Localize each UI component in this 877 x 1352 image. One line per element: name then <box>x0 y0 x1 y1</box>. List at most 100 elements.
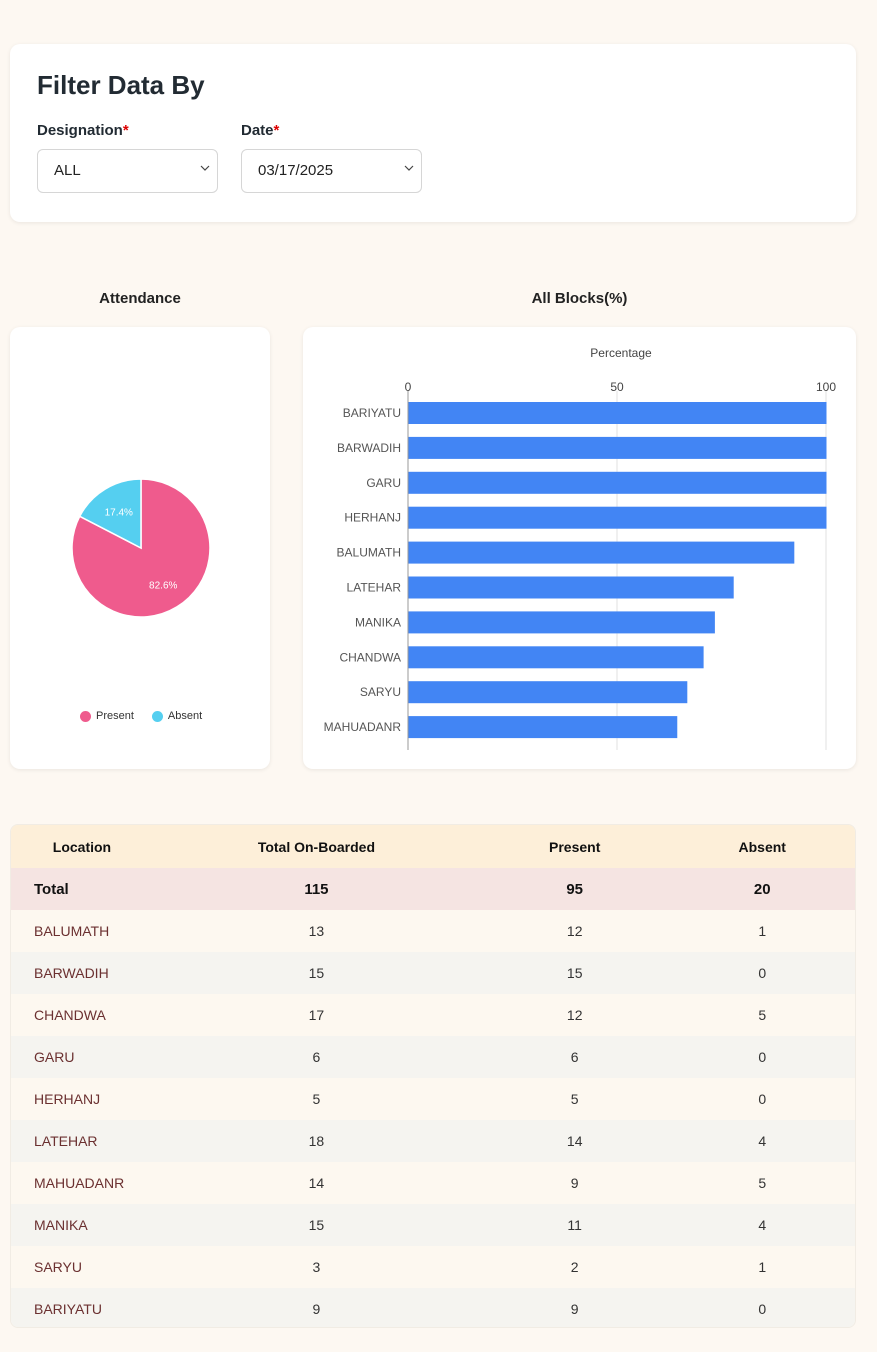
x-tick-label: 50 <box>610 380 624 394</box>
table-row: CHANDWA 17 12 5 <box>11 994 855 1036</box>
bar[interactable] <box>408 506 827 529</box>
attendance-title: Attendance <box>99 290 181 307</box>
y-tick-label: SARYU <box>360 685 401 699</box>
table-row: BARIYATU 9 9 0 <box>11 1288 855 1327</box>
onboarded-cell: 6 <box>152 1036 480 1078</box>
onboarded-cell: 15 <box>152 952 480 994</box>
onboarded-cell: 15 <box>152 1204 480 1246</box>
date-label-text: Date <box>241 122 274 139</box>
x-axis-title: Percentage <box>590 346 652 360</box>
attendance-pie-chart: 82.6% 17.4% <box>71 478 211 618</box>
x-tick-label: 0 <box>405 380 412 394</box>
bar[interactable] <box>408 541 795 564</box>
total-onboarded: 115 <box>152 868 480 910</box>
absent-cell: 1 <box>669 910 855 952</box>
legend-present-label: Present <box>96 710 134 722</box>
date-value: 03/17/2025 <box>258 162 334 179</box>
filter-title: Filter Data By <box>37 70 205 100</box>
absent-cell: 5 <box>669 1162 855 1204</box>
onboarded-cell: 14 <box>152 1162 480 1204</box>
bar[interactable] <box>408 436 827 459</box>
designation-label: Designation* <box>37 122 129 139</box>
header-absent: Absent <box>669 825 855 868</box>
present-cell: 12 <box>479 910 670 952</box>
total-label: Total <box>11 868 153 910</box>
absent-cell: 0 <box>669 1288 855 1327</box>
y-tick-label: CHANDWA <box>339 650 401 664</box>
table-row: LATEHAR 18 14 4 <box>11 1120 855 1162</box>
legend-present-swatch <box>80 710 91 722</box>
present-cell: 2 <box>479 1246 670 1288</box>
attendance-table: Location Total On-Boarded Present Absent… <box>10 824 856 1328</box>
bar[interactable] <box>408 576 734 599</box>
blocks-bar-chart: Percentage 0 50 100 BARIYATU BARWADIH GARU HERH… <box>324 346 836 750</box>
table-row: SARYU 3 2 1 <box>11 1246 855 1288</box>
onboarded-cell: 17 <box>152 994 480 1036</box>
header-present: Present <box>479 825 670 868</box>
table-row: GARU 6 6 0 <box>11 1036 855 1078</box>
chevron-down-icon <box>404 165 414 171</box>
bar[interactable] <box>408 611 715 634</box>
location-cell: SARYU <box>11 1246 153 1288</box>
total-absent: 20 <box>669 868 855 910</box>
pie-slice-label: 82.6% <box>149 581 177 592</box>
blocks-bar-card: Percentage 0 50 100 BARIYATU BARWADIH GARU HERH… <box>303 327 856 769</box>
designation-label-text: Designation <box>37 122 123 139</box>
header-total-onboarded: Total On-Boarded <box>152 825 480 868</box>
present-cell: 11 <box>479 1204 670 1246</box>
location-cell: GARU <box>11 1036 153 1078</box>
x-tick-label: 100 <box>816 380 836 394</box>
pie-slice-absent[interactable] <box>78 478 142 550</box>
onboarded-cell: 5 <box>152 1078 480 1120</box>
onboarded-cell: 3 <box>152 1246 480 1288</box>
header-location: Location <box>11 825 153 868</box>
y-tick-label: BARIYATU <box>343 406 401 420</box>
bar[interactable] <box>408 471 827 494</box>
absent-cell: 4 <box>669 1120 855 1162</box>
absent-cell: 0 <box>669 952 855 994</box>
y-tick-label: MANIKA <box>355 615 401 629</box>
absent-cell: 4 <box>669 1204 855 1246</box>
pie-legend: Present Absent <box>80 710 202 722</box>
required-mark: * <box>273 122 280 139</box>
location-cell: MAHUADANR <box>11 1162 153 1204</box>
absent-cell: 0 <box>669 1078 855 1120</box>
legend-absent-swatch <box>151 710 163 722</box>
attendance-pie-card: 82.6% 17.4% Present Absent <box>10 327 270 769</box>
chevron-down-icon <box>200 165 210 171</box>
absent-cell: 1 <box>669 1246 855 1288</box>
location-cell: CHANDWA <box>11 994 153 1036</box>
date-select[interactable]: 03/17/2025 <box>241 149 422 193</box>
designation-select[interactable]: ALL <box>37 149 218 193</box>
location-cell: MANIKA <box>11 1204 153 1246</box>
table-row: BALUMATH 13 12 1 <box>11 910 855 952</box>
present-cell: 15 <box>479 952 670 994</box>
y-tick-label: MAHUADANR <box>324 720 402 734</box>
absent-cell: 5 <box>669 994 855 1036</box>
filter-card: Filter Data By Designation* ALL Date* 03… <box>10 44 856 222</box>
location-cell: BALUMATH <box>11 910 153 952</box>
table-row: MAHUADANR 14 9 5 <box>11 1162 855 1204</box>
location-cell: BARWADIH <box>11 952 153 994</box>
bar[interactable] <box>408 716 678 739</box>
table-total-row: Total 115 95 20 <box>11 868 855 910</box>
absent-cell: 0 <box>669 1036 855 1078</box>
present-cell: 6 <box>479 1036 670 1078</box>
location-cell: BARIYATU <box>11 1288 153 1327</box>
bar[interactable] <box>408 646 704 669</box>
table-header-row: Location Total On-Boarded Present Absent <box>11 825 855 868</box>
table-row: MANIKA 15 11 4 <box>11 1204 855 1246</box>
bar[interactable] <box>408 402 827 424</box>
designation-value: ALL <box>54 162 81 179</box>
present-cell: 14 <box>479 1120 670 1162</box>
table-row: HERHANJ 5 5 0 <box>11 1078 855 1120</box>
y-tick-label: HERHANJ <box>344 511 401 525</box>
bar[interactable] <box>408 681 688 704</box>
all-blocks-title: All Blocks(%) <box>531 290 628 307</box>
y-tick-label: BARWADIH <box>337 441 401 455</box>
legend-absent-label: Absent <box>167 710 203 722</box>
pie-slice-present[interactable] <box>71 478 211 618</box>
onboarded-cell: 18 <box>152 1120 480 1162</box>
location-cell: LATEHAR <box>11 1120 153 1162</box>
y-tick-label: LATEHAR <box>347 581 402 595</box>
